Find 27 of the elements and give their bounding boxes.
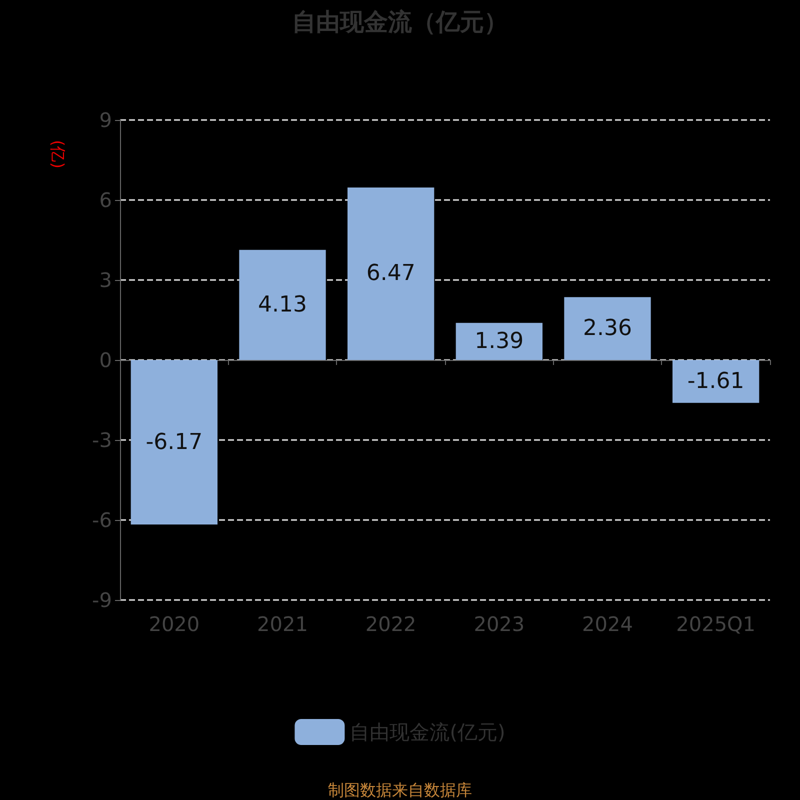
x-tick-label: 2025Q1: [676, 612, 756, 636]
y-tick-label: 9: [99, 108, 112, 132]
y-tick-label: -9: [92, 588, 112, 612]
data-label: 2.36: [583, 316, 632, 342]
x-tick-label: 2024: [582, 612, 633, 636]
bar: [672, 360, 760, 403]
data-label: -1.61: [687, 368, 744, 394]
bar: [239, 250, 326, 360]
text: 制图数据来自数据库: [328, 780, 472, 800]
y-tick-label: 3: [99, 268, 112, 292]
y-tick-label: -6: [92, 508, 112, 532]
bar: [564, 297, 651, 360]
y-tick-label: 0: [99, 348, 112, 372]
bar: [348, 187, 434, 360]
data-label: 6.47: [366, 261, 416, 286]
x-tick-label: 2020: [148, 612, 200, 636]
data-label: 1.39: [474, 328, 524, 354]
bar: [456, 322, 542, 360]
y-axis-title: (亿): [48, 140, 68, 168]
bar: [130, 360, 218, 525]
y-tick-label: -3: [92, 428, 112, 452]
data-label: -6.17: [146, 430, 203, 455]
data-label: 4.13: [258, 292, 307, 318]
y-tick-label: 6: [99, 188, 112, 212]
x-tick-label: 2021: [257, 612, 308, 636]
x-tick-label: 2022: [365, 612, 416, 636]
x-tick-label: 2023: [474, 612, 525, 636]
